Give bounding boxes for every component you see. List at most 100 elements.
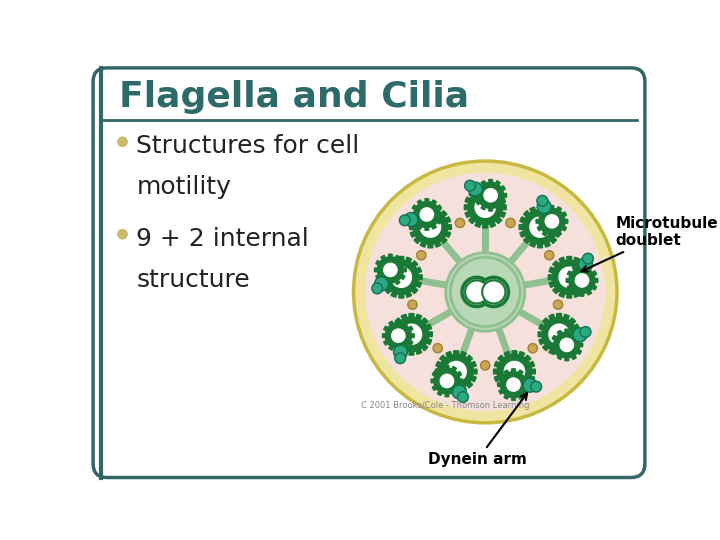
Wedge shape [567, 277, 572, 298]
Wedge shape [431, 225, 451, 230]
Wedge shape [391, 334, 411, 345]
Wedge shape [401, 277, 421, 287]
Wedge shape [559, 324, 580, 334]
Wedge shape [504, 370, 513, 384]
Wedge shape [499, 375, 513, 384]
Wedge shape [570, 277, 585, 294]
Wedge shape [482, 207, 488, 228]
Wedge shape [490, 186, 505, 195]
Circle shape [506, 377, 521, 392]
Wedge shape [427, 214, 436, 229]
Wedge shape [552, 345, 567, 354]
Wedge shape [514, 361, 534, 372]
Circle shape [573, 328, 587, 342]
Wedge shape [485, 197, 505, 207]
Wedge shape [456, 352, 467, 372]
Wedge shape [411, 318, 428, 334]
Wedge shape [436, 361, 456, 372]
Circle shape [528, 343, 537, 353]
Circle shape [462, 278, 492, 307]
Wedge shape [456, 369, 477, 374]
Text: 9 + 2 internal
structure: 9 + 2 internal structure [137, 226, 310, 292]
Wedge shape [559, 332, 580, 337]
Circle shape [554, 300, 563, 309]
Wedge shape [572, 280, 582, 295]
Wedge shape [401, 261, 418, 277]
Wedge shape [409, 314, 414, 334]
Wedge shape [418, 214, 427, 229]
Wedge shape [401, 277, 412, 298]
Wedge shape [381, 270, 390, 285]
Circle shape [391, 328, 405, 343]
Wedge shape [513, 370, 523, 384]
Circle shape [506, 218, 516, 227]
Wedge shape [582, 280, 597, 290]
Wedge shape [567, 345, 577, 360]
Wedge shape [447, 372, 462, 381]
Wedge shape [401, 275, 422, 280]
Wedge shape [567, 330, 577, 345]
Wedge shape [431, 227, 441, 247]
Circle shape [372, 283, 383, 294]
Circle shape [404, 213, 418, 226]
Wedge shape [390, 332, 411, 337]
Wedge shape [540, 207, 550, 227]
Circle shape [523, 379, 537, 392]
Wedge shape [552, 212, 567, 221]
Circle shape [529, 217, 551, 238]
Circle shape [408, 300, 417, 309]
Circle shape [455, 218, 464, 227]
Wedge shape [490, 193, 506, 197]
Wedge shape [447, 367, 456, 381]
Wedge shape [494, 361, 514, 372]
Text: Flagella and Cilia: Flagella and Cilia [120, 80, 469, 114]
Wedge shape [414, 211, 431, 227]
Circle shape [458, 392, 469, 402]
Wedge shape [413, 214, 427, 224]
FancyBboxPatch shape [93, 68, 645, 477]
Wedge shape [540, 217, 560, 227]
Wedge shape [469, 191, 485, 207]
Wedge shape [570, 261, 585, 277]
Wedge shape [504, 384, 513, 399]
Wedge shape [398, 334, 414, 338]
Wedge shape [411, 334, 431, 345]
Circle shape [474, 197, 496, 218]
Circle shape [544, 214, 559, 228]
Circle shape [433, 343, 442, 353]
Wedge shape [399, 277, 404, 298]
Circle shape [400, 215, 410, 226]
Wedge shape [469, 207, 485, 224]
Wedge shape [549, 267, 570, 277]
Wedge shape [398, 336, 413, 345]
Circle shape [531, 381, 541, 392]
Wedge shape [570, 257, 580, 277]
Circle shape [579, 258, 593, 271]
Wedge shape [582, 280, 592, 295]
Wedge shape [493, 369, 514, 374]
Wedge shape [520, 217, 540, 227]
Wedge shape [398, 326, 413, 336]
Wedge shape [384, 277, 401, 294]
Wedge shape [513, 384, 523, 399]
Wedge shape [513, 384, 528, 394]
Wedge shape [427, 200, 436, 214]
Wedge shape [384, 336, 398, 345]
Wedge shape [511, 384, 516, 400]
Wedge shape [440, 355, 456, 372]
Text: Microtubule
doublet: Microtubule doublet [582, 215, 719, 272]
Wedge shape [582, 266, 592, 280]
Circle shape [537, 200, 551, 214]
Wedge shape [431, 227, 451, 237]
Wedge shape [381, 267, 401, 277]
Circle shape [417, 251, 426, 260]
Wedge shape [431, 379, 447, 383]
Wedge shape [414, 227, 431, 244]
Circle shape [400, 323, 422, 345]
Circle shape [445, 361, 467, 382]
Wedge shape [494, 372, 514, 382]
Wedge shape [465, 207, 485, 218]
Wedge shape [539, 324, 559, 334]
Circle shape [354, 161, 617, 423]
Circle shape [559, 338, 574, 352]
